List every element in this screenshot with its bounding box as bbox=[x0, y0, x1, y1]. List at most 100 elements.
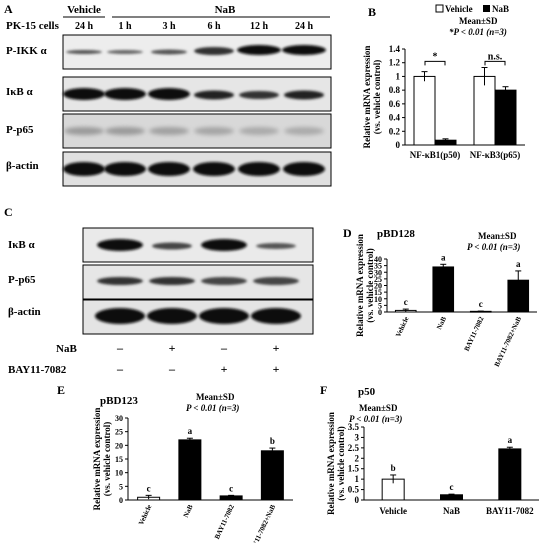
y-axis-label: (vs. vehicle control) bbox=[336, 426, 346, 501]
y-tick-label: 0.4 bbox=[389, 113, 401, 123]
panel-e-header: E pBD123 Mean±SD P < 0.01 (n=3) bbox=[57, 383, 239, 413]
y-axis-label: (vs. vehicle control) bbox=[102, 422, 112, 497]
group-letter: a bbox=[188, 426, 193, 436]
group-letter: b bbox=[270, 436, 275, 446]
y-tick-label: 10 bbox=[115, 469, 123, 478]
group-letter: a bbox=[441, 252, 446, 262]
panel-b-header: B Vehicle NaB Mean±SD *P < 0.01 (n=3) bbox=[368, 4, 509, 37]
bar bbox=[219, 495, 243, 501]
bar bbox=[498, 448, 522, 501]
panel-c-letter: C bbox=[4, 205, 13, 219]
y-tick-label: 1 bbox=[355, 474, 360, 484]
group-nab-label: NaB bbox=[215, 4, 236, 16]
y-tick-label: 0 bbox=[119, 496, 123, 505]
y-tick-label: 0 bbox=[396, 140, 401, 150]
stats-note: Mean±SD bbox=[459, 16, 498, 26]
treatment-sign: + bbox=[273, 362, 280, 376]
y-tick-label: 2.5 bbox=[348, 443, 360, 453]
legend-label-vehicle: Vehicle bbox=[445, 4, 473, 14]
y-tick-label: 20 bbox=[374, 282, 382, 291]
y-axis-label: (vs. vehicle control) bbox=[365, 248, 375, 323]
chart-f: 00.511.522.533.5 Relative mRNA expression… bbox=[326, 412, 539, 516]
category-label: Vehicle bbox=[137, 503, 153, 526]
stats-note: Mean±SD bbox=[478, 231, 517, 241]
panel-d-header: D pBD128 Mean±SD P < 0.01 (n=3) bbox=[343, 226, 520, 252]
blot-strip-p-p65-c bbox=[82, 264, 314, 300]
y-tick-label: 0.2 bbox=[389, 126, 401, 136]
category-label: BAY11-7082+NaB bbox=[493, 315, 523, 368]
panel-d-letter: D bbox=[343, 226, 352, 240]
group-vehicle-label: Vehicle bbox=[67, 4, 101, 16]
y-tick-label: 30 bbox=[374, 268, 382, 277]
category-label: Vehicle bbox=[379, 506, 407, 516]
y-tick-label: 10 bbox=[374, 295, 382, 304]
y-tick-label: 5 bbox=[119, 482, 123, 491]
y-tick-label: 0 bbox=[378, 308, 382, 317]
y-tick-label: 5 bbox=[378, 301, 382, 310]
stats-note: P < 0.01 (n=3) bbox=[186, 403, 239, 413]
bar bbox=[440, 494, 463, 501]
panel-f-header: F p50 Mean±SD P < 0.01 (n=3) bbox=[320, 383, 402, 424]
group-letter: b bbox=[391, 463, 396, 473]
treatment-sign: – bbox=[116, 341, 124, 355]
time-label: 3 h bbox=[162, 21, 176, 32]
y-tick-label: 1.4 bbox=[389, 44, 401, 54]
y-tick-label: 1.2 bbox=[389, 58, 401, 68]
time-label: 12 h bbox=[250, 21, 269, 32]
category-label: NF-κB3(p65) bbox=[470, 150, 521, 160]
y-tick-label: 25 bbox=[374, 275, 382, 284]
time-label: 1 h bbox=[118, 21, 132, 32]
blot-label-p-ikk: P-IKK α bbox=[6, 45, 48, 57]
time-label: 24 h bbox=[75, 21, 94, 32]
category-label: BAY11-7082+NaB bbox=[247, 503, 277, 543]
panel-d-title: pBD128 bbox=[377, 228, 415, 240]
panel-f-title: p50 bbox=[358, 386, 376, 398]
blot-label-ikb: IκB α bbox=[8, 239, 35, 251]
chart-b: 0 0.2 0.4 0.6 0.8 1 1.2 1.4 Relative mRNA expres… bbox=[362, 44, 525, 160]
category-label: NaB bbox=[443, 506, 460, 516]
category-label: NF-κB1(p50) bbox=[410, 150, 461, 160]
nab-row-label: NaB bbox=[56, 343, 77, 355]
panel-a-letter: A bbox=[4, 2, 13, 16]
y-tick-label: 15 bbox=[374, 288, 382, 297]
legend-label-nab: NaB bbox=[492, 4, 509, 14]
treatment-sign: – bbox=[168, 362, 176, 376]
y-tick-label: 20 bbox=[115, 441, 123, 450]
stats-note: P < 0.01 (n=3) bbox=[467, 242, 520, 252]
panel-c: C IκB α P-p65 β-actin NaB BAY11-7082 – bbox=[4, 205, 314, 376]
blot-strip-beta-actin bbox=[62, 151, 332, 187]
panel-b-letter: B bbox=[368, 5, 376, 19]
category-label: NaB bbox=[435, 315, 448, 331]
blot-label-ikb: IκB α bbox=[6, 86, 33, 98]
bar bbox=[432, 266, 455, 313]
category-label: Vehicle bbox=[394, 315, 410, 338]
legend-swatch-nab bbox=[483, 5, 490, 12]
y-tick-label: 3 bbox=[355, 432, 360, 442]
blot-strip-p-ikk bbox=[62, 34, 332, 70]
y-tick-label: 25 bbox=[115, 428, 123, 437]
blot-label-beta-actin: β-actin bbox=[6, 160, 39, 172]
y-axis-label: Relative mRNA expression bbox=[326, 412, 336, 515]
group-letter: c bbox=[147, 483, 151, 493]
bar bbox=[260, 450, 284, 501]
y-tick-label: 0.5 bbox=[348, 485, 360, 495]
y-tick-label: 35 bbox=[374, 262, 382, 271]
y-axis-label: Relative mRNA expression bbox=[355, 234, 365, 337]
significance-bracket bbox=[484, 60, 506, 66]
bar bbox=[413, 75, 436, 146]
stats-note: *P < 0.01 (n=3) bbox=[449, 27, 507, 37]
y-tick-label: 2 bbox=[355, 453, 360, 463]
bar bbox=[178, 439, 202, 501]
treatment-sign: – bbox=[220, 341, 228, 355]
panel-e-title: pBD123 bbox=[100, 395, 138, 407]
group-letter: c bbox=[479, 299, 483, 309]
y-tick-label: 0 bbox=[355, 495, 360, 505]
blot-strip-ikb bbox=[62, 76, 332, 112]
group-letter: a bbox=[516, 259, 521, 269]
chart-e: 0 5 10 15 20 25 30 Relative mRNA expression (vs.… bbox=[92, 408, 293, 543]
category-label: BAY11-7082 bbox=[486, 506, 534, 516]
group-letter: c bbox=[450, 482, 454, 492]
stats-note: P < 0.01 (n=3) bbox=[349, 414, 402, 424]
y-axis-label: (vs. vehicle control) bbox=[372, 60, 382, 135]
